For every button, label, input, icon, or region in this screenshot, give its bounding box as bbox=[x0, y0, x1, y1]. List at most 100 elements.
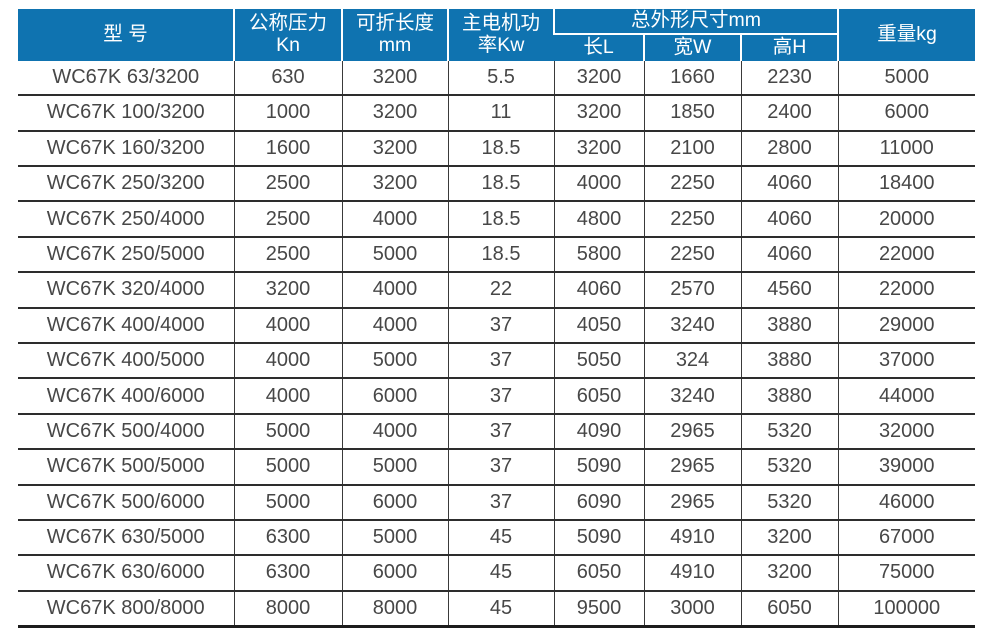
value-cell: 5320 bbox=[740, 413, 838, 451]
value-cell: 2965 bbox=[643, 413, 741, 451]
model-cell: WC67K 250/5000 bbox=[18, 236, 234, 274]
value-cell: 5090 bbox=[553, 519, 644, 557]
value-cell: 3880 bbox=[740, 307, 838, 344]
table-body: WC67K 63/3200 630 3200 5.5 3200 1660 2230 5000 W… bbox=[18, 60, 975, 629]
value-cell: 22 bbox=[447, 272, 554, 309]
value-cell: 37 bbox=[447, 378, 554, 415]
model-cell: WC67K 500/4000 bbox=[18, 413, 234, 451]
value-cell: 46000 bbox=[837, 484, 975, 521]
model-cell: WC67K 800/8000 bbox=[18, 590, 234, 629]
value-cell: 9500 bbox=[553, 590, 644, 629]
header-model: 型 号 bbox=[18, 9, 234, 61]
value-cell: 8000 bbox=[233, 590, 342, 629]
model-cell: WC67K 500/6000 bbox=[18, 484, 234, 521]
model-cell: WC67K 250/4000 bbox=[18, 201, 234, 238]
value-cell: 3200 bbox=[233, 272, 342, 309]
table-row: WC67K 250/3200 2500 3200 18.5 4000 2250 4060 18… bbox=[18, 166, 975, 203]
value-cell: 18.5 bbox=[447, 236, 554, 274]
value-cell: 18400 bbox=[837, 166, 975, 203]
value-cell: 4000 bbox=[341, 272, 448, 309]
model-cell: WC67K 630/5000 bbox=[18, 519, 234, 557]
value-cell: 3200 bbox=[553, 60, 644, 97]
value-cell: 2800 bbox=[740, 130, 838, 168]
value-cell: 4000 bbox=[233, 378, 342, 415]
value-cell: 5000 bbox=[341, 236, 448, 274]
table-row: WC67K 320/4000 3200 4000 22 4060 2570 4560 2200… bbox=[18, 272, 975, 309]
header-motor-power: 主电机功 率Kw bbox=[447, 9, 554, 61]
value-cell: 3200 bbox=[740, 519, 838, 557]
header-line: Kn bbox=[276, 33, 300, 56]
model-cell: WC67K 400/5000 bbox=[18, 342, 234, 380]
value-cell: 3200 bbox=[553, 130, 644, 168]
header-dim-height: 高H bbox=[740, 32, 838, 61]
value-cell: 3240 bbox=[643, 378, 741, 415]
value-cell: 4060 bbox=[553, 272, 644, 309]
table-row: WC67K 250/5000 2500 5000 18.5 5800 2250 4060 22… bbox=[18, 236, 975, 274]
value-cell: 2100 bbox=[643, 130, 741, 168]
value-cell: 4000 bbox=[341, 413, 448, 451]
value-cell: 2250 bbox=[643, 236, 741, 274]
value-cell: 8000 bbox=[341, 590, 448, 629]
header-line: 公称压力 bbox=[248, 12, 327, 35]
spec-sheet-page: 型 号 公称压力 Kn 可折长度 mm 主电机功 率Kw 总外形尺寸mm 重量k… bbox=[18, 9, 975, 629]
value-cell: 6300 bbox=[233, 555, 342, 592]
table-row: WC67K 630/5000 6300 5000 45 5090 4910 3200 6700… bbox=[18, 519, 975, 557]
value-cell: 1850 bbox=[643, 95, 741, 132]
value-cell: 2250 bbox=[643, 201, 741, 238]
header-dim-width: 宽W bbox=[643, 32, 741, 61]
table-row: WC67K 500/4000 5000 4000 37 4090 2965 5320 3200… bbox=[18, 413, 975, 451]
model-cell: WC67K 63/3200 bbox=[18, 60, 234, 97]
value-cell: 67000 bbox=[837, 519, 975, 557]
value-cell: 5800 bbox=[553, 236, 644, 274]
value-cell: 37 bbox=[447, 449, 554, 486]
value-cell: 5000 bbox=[233, 484, 342, 521]
table-row: WC67K 400/4000 4000 4000 37 4050 3240 3880 2900… bbox=[18, 307, 975, 344]
table-row: WC67K 500/5000 5000 5000 37 5090 2965 5320 3900… bbox=[18, 449, 975, 486]
value-cell: 4090 bbox=[553, 413, 644, 451]
table-row: WC67K 630/6000 6300 6000 45 6050 4910 3200 7500… bbox=[18, 555, 975, 592]
value-cell: 5000 bbox=[341, 449, 448, 486]
value-cell: 5090 bbox=[553, 449, 644, 486]
value-cell: 4560 bbox=[740, 272, 838, 309]
value-cell: 3200 bbox=[341, 130, 448, 168]
value-cell: 1000 bbox=[233, 95, 342, 132]
value-cell: 11000 bbox=[837, 130, 975, 168]
value-cell: 4060 bbox=[740, 166, 838, 203]
value-cell: 18.5 bbox=[447, 201, 554, 238]
value-cell: 2250 bbox=[643, 166, 741, 203]
value-cell: 44000 bbox=[837, 378, 975, 415]
value-cell: 2570 bbox=[643, 272, 741, 309]
model-cell: WC67K 250/3200 bbox=[18, 166, 234, 203]
value-cell: 5050 bbox=[553, 342, 644, 380]
value-cell: 3200 bbox=[553, 95, 644, 132]
value-cell: 5320 bbox=[740, 449, 838, 486]
value-cell: 4800 bbox=[553, 201, 644, 238]
value-cell: 37 bbox=[447, 413, 554, 451]
table-row: WC67K 250/4000 2500 4000 18.5 4800 2250 4060 20… bbox=[18, 201, 975, 238]
header-line: 主电机功 bbox=[461, 12, 540, 35]
value-cell: 100000 bbox=[837, 590, 975, 629]
value-cell: 4060 bbox=[740, 236, 838, 274]
value-cell: 5000 bbox=[341, 342, 448, 380]
header-line: mm bbox=[378, 33, 412, 56]
table-row: WC67K 500/6000 5000 6000 37 6090 2965 5320 4600… bbox=[18, 484, 975, 521]
table-row: WC67K 63/3200 630 3200 5.5 3200 1660 2230 5000 bbox=[18, 60, 975, 97]
value-cell: 3000 bbox=[643, 590, 741, 629]
value-cell: 6000 bbox=[341, 378, 448, 415]
value-cell: 5000 bbox=[341, 519, 448, 557]
header-line: 率Kw bbox=[477, 33, 525, 56]
value-cell: 45 bbox=[447, 590, 554, 629]
value-cell: 4000 bbox=[233, 307, 342, 344]
table-header: 型 号 公称压力 Kn 可折长度 mm 主电机功 率Kw 总外形尺寸mm 重量k… bbox=[18, 9, 975, 61]
value-cell: 45 bbox=[447, 519, 554, 557]
value-cell: 3200 bbox=[341, 166, 448, 203]
value-cell: 6000 bbox=[341, 484, 448, 521]
header-nominal-pressure: 公称压力 Kn bbox=[233, 9, 342, 61]
specification-table: 型 号 公称压力 Kn 可折长度 mm 主电机功 率Kw 总外形尺寸mm 重量k… bbox=[18, 9, 975, 629]
value-cell: 2500 bbox=[233, 236, 342, 274]
value-cell: 39000 bbox=[837, 449, 975, 486]
value-cell: 3880 bbox=[740, 342, 838, 380]
value-cell: 3200 bbox=[341, 95, 448, 132]
value-cell: 2965 bbox=[643, 449, 741, 486]
value-cell: 5000 bbox=[837, 60, 975, 97]
